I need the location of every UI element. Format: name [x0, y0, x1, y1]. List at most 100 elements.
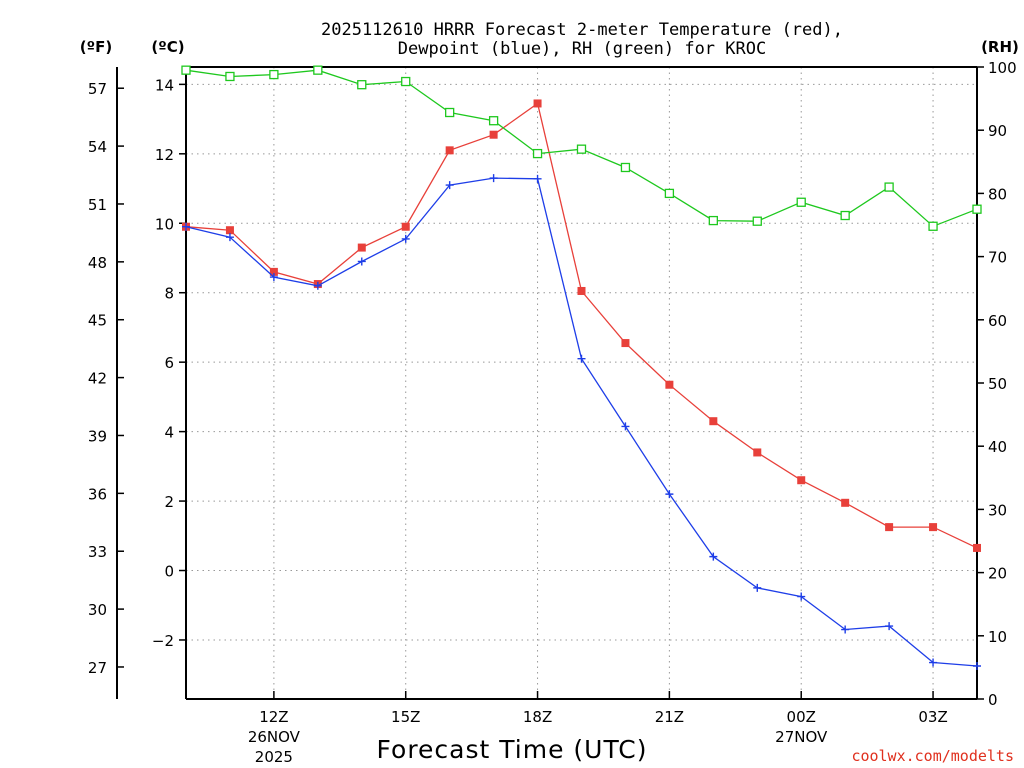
dewpoint-data-point: [182, 222, 190, 231]
temperature-data-point: [401, 222, 410, 231]
rh-tick-label: 100: [988, 59, 1017, 77]
temperature-data-point: [357, 243, 366, 252]
dewpoint-data-point: [797, 592, 806, 601]
fahrenheit-tick-label: 45: [88, 312, 107, 330]
temperature-data-point: [753, 448, 762, 457]
dewpoint-data-point: [489, 174, 498, 183]
rh-data-point: [840, 210, 850, 221]
celsius-tick-label: 8: [164, 285, 174, 303]
celsius-tick-label: 10: [155, 215, 174, 233]
temperature-data-point: [621, 339, 630, 348]
rh-data-point: [884, 182, 894, 192]
fahrenheit-tick-label: 54: [88, 138, 107, 156]
rh-tick-label: 70: [988, 249, 1007, 267]
rh-data-point: [313, 65, 323, 75]
temperature-data-point: [973, 543, 981, 552]
celsius-tick-label: 4: [164, 424, 174, 442]
x-tick-label: 21Z: [655, 708, 684, 726]
rh-data-point: [928, 221, 938, 231]
dewpoint-data-point: [885, 622, 894, 631]
dewpoint-data-point: [841, 625, 850, 634]
dewpoint-data-point: [269, 273, 278, 282]
rh-tick-label: 0: [988, 691, 998, 709]
rh-data-point: [664, 188, 675, 199]
data-series: [181, 65, 982, 671]
temperature-data-point: [709, 417, 718, 426]
celsius-tick-label: 12: [155, 146, 174, 164]
fahrenheit-tick-label: 48: [88, 254, 107, 272]
rh-data-point: [532, 148, 543, 159]
fahrenheit-tick-label: 39: [88, 427, 107, 445]
temperature-data-point: [533, 99, 542, 108]
celsius-tick-label: 2: [164, 493, 174, 511]
temperature-data-point: [797, 476, 806, 485]
rh-unit-label: (RH): [981, 38, 1019, 56]
x-tick-date: 26NOV: [248, 728, 301, 746]
dewpoint-data-point: [929, 658, 938, 667]
dewpoint-data-point: [445, 181, 454, 190]
x-tick-label: 15Z: [391, 708, 420, 726]
rh-data-point: [269, 69, 279, 80]
rh-data-point: [357, 80, 367, 90]
temperature-data-point: [665, 380, 674, 389]
fahrenheit-tick-label: 57: [88, 80, 107, 98]
fahrenheit-unit-label: (ºF): [80, 38, 112, 56]
x-axis-label: Forecast Time (UTC): [377, 735, 648, 764]
x-tick-date: 27NOV: [775, 728, 828, 746]
dewpoint-data-point: [533, 174, 542, 183]
fahrenheit-tick-label: 51: [88, 196, 107, 214]
x-tick-label: 12Z: [259, 708, 288, 726]
rh-data-point: [708, 215, 718, 226]
dewpoint-data-point: [973, 662, 981, 671]
dewpoint-data-point: [225, 233, 234, 242]
temperature-data-point: [269, 267, 278, 276]
temperature-data-point: [489, 130, 498, 139]
x-tick-label: 18Z: [523, 708, 552, 726]
x-tick-year: 2025: [255, 748, 293, 766]
temperature-series-line: [185, 102, 978, 549]
dewpoint-data-point: [313, 281, 322, 290]
rh-tick-label: 50: [988, 375, 1007, 393]
rh-tick-label: 90: [988, 122, 1007, 140]
rh-data-point: [620, 162, 631, 173]
fahrenheit-tick-label: 30: [88, 601, 107, 619]
rh-data-point: [576, 144, 587, 154]
rh-data-point: [225, 71, 235, 82]
temperature-data-point: [445, 146, 454, 155]
dewpoint-data-point: [621, 422, 630, 431]
rh-data-point: [401, 76, 411, 87]
rh-tick-label: 30: [988, 501, 1007, 519]
rh-data-point: [972, 204, 982, 214]
fahrenheit-tick-label: 27: [88, 659, 107, 677]
rh-data-point: [181, 65, 191, 75]
temperature-data-point: [885, 523, 894, 532]
dewpoint-data-point: [665, 490, 674, 499]
rh-tick-label: 60: [988, 312, 1007, 330]
fahrenheit-tick-label: 33: [88, 543, 107, 561]
x-tick-label: 00Z: [787, 708, 816, 726]
rh-data-point: [488, 116, 499, 126]
dewpoint-data-point: [753, 583, 762, 592]
temperature-data-point: [577, 286, 586, 295]
chart-title-line2: Dewpoint (blue), RH (green) for KROC: [398, 39, 766, 59]
rh-tick-label: 10: [988, 628, 1007, 646]
rh-tick-label: 40: [988, 438, 1007, 456]
credit-text: coolwx.com/modelts: [851, 747, 1014, 765]
dewpoint-data-point: [357, 257, 366, 266]
fahrenheit-tick-label: 36: [88, 485, 107, 503]
celsius-tick-label: 14: [155, 76, 174, 94]
celsius-tick-label: 0: [164, 563, 174, 581]
tick-labels: 14121086420−2575451484542393633302710090…: [88, 59, 1017, 766]
celsius-tick-label: 6: [164, 354, 174, 372]
fahrenheit-tick-label: 42: [88, 370, 107, 388]
rh-tick-label: 80: [988, 185, 1007, 203]
dewpoint-data-point: [577, 354, 586, 363]
celsius-unit-label: (ºC): [151, 38, 184, 56]
grid-lines: [186, 67, 977, 699]
dewpoint-data-point: [709, 552, 718, 561]
celsius-tick-label: −2: [152, 632, 174, 650]
rh-data-point: [796, 197, 806, 207]
rh-data-point: [445, 107, 455, 118]
chart-title-line1: 2025112610 HRRR Forecast 2-meter Tempera…: [321, 20, 843, 40]
